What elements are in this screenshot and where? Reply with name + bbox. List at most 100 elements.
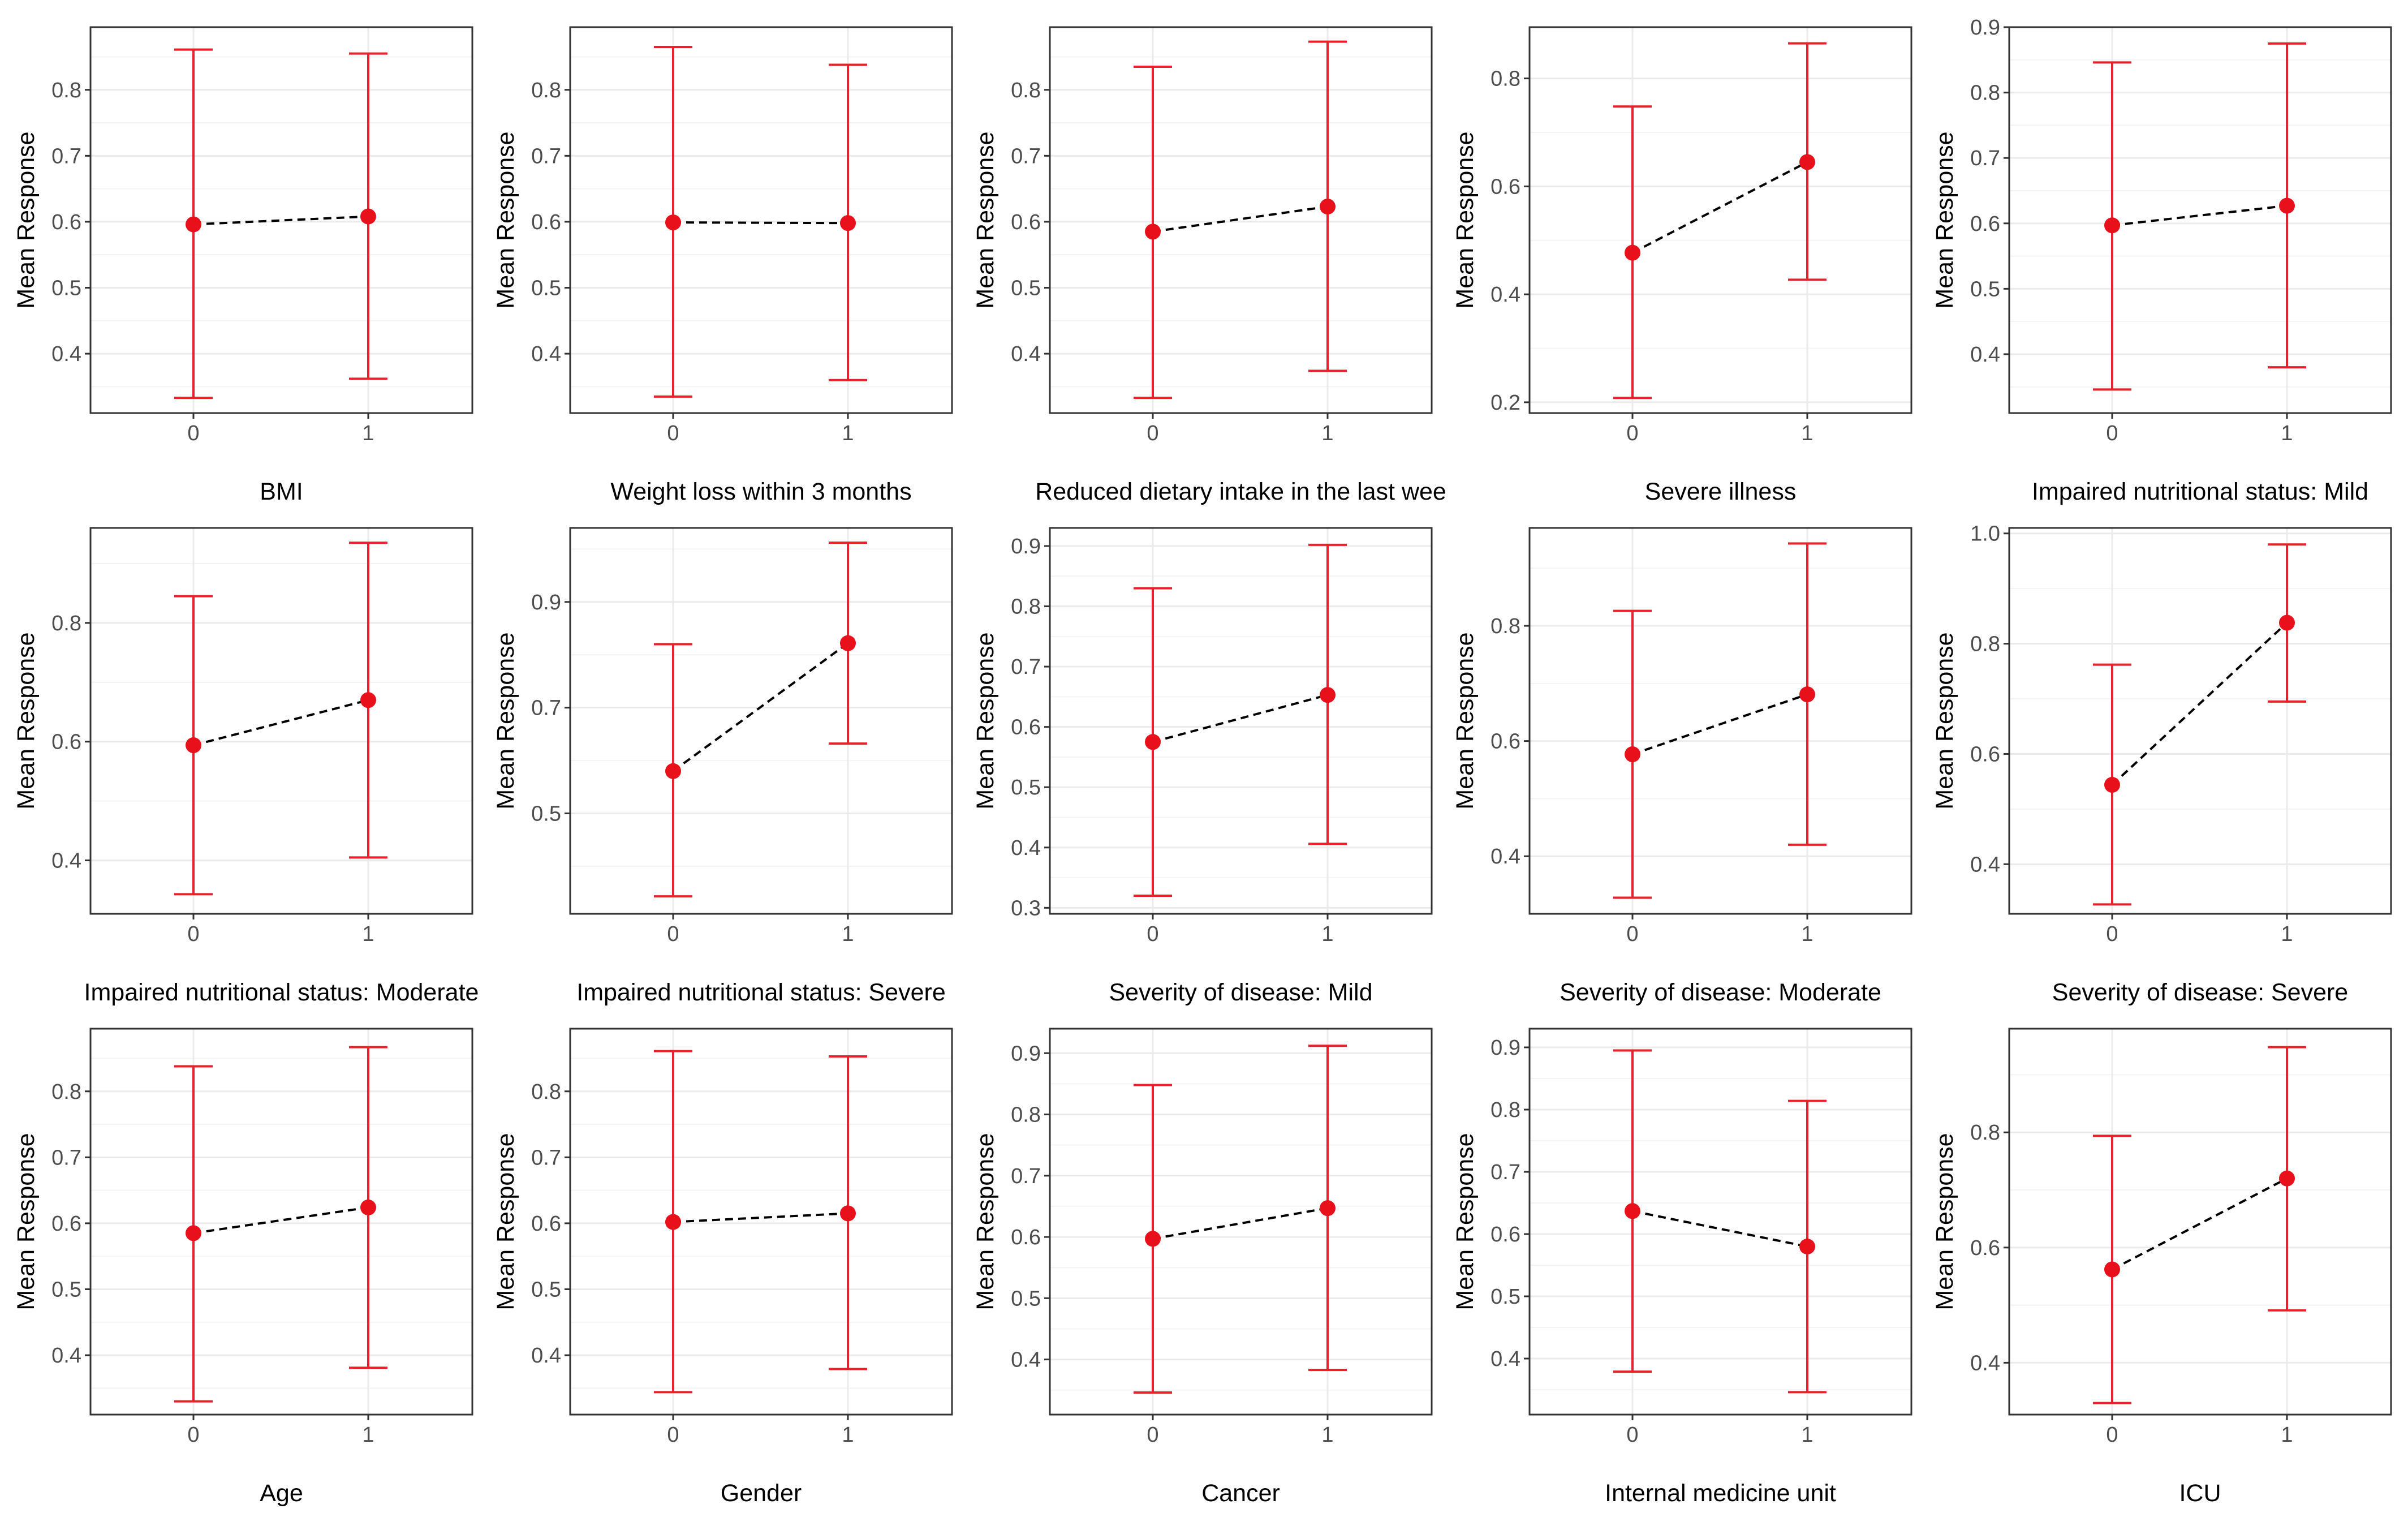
mean-point-1 (840, 215, 856, 231)
mean-point-1 (1320, 199, 1336, 215)
y-tick-label: 0.6 (1491, 175, 1520, 199)
x-axis-title: Impaired nutritional status: Moderate (84, 979, 479, 1006)
mean-point-0 (1145, 734, 1161, 750)
panel-7: 0.5 0.7 0.9 0 1 Mean Response Impaired nutriti… (492, 527, 953, 1006)
mean-point-1 (360, 208, 376, 225)
panel-background (1530, 528, 1911, 914)
x-axis-title: Severity of disease: Mild (1109, 979, 1372, 1006)
trend-line (1632, 693, 1808, 755)
y-tick-label: 0.6 (1491, 1223, 1520, 1247)
mean-point-0 (186, 737, 201, 754)
panel-background (2009, 1029, 2391, 1415)
y-tick-label: 0.4 (51, 342, 81, 366)
trend-line (193, 699, 369, 746)
x-tick-label: 0 (1147, 422, 1158, 445)
y-tick-label: 0.4 (531, 1344, 561, 1368)
x-tick-label: 1 (842, 1423, 854, 1447)
y-axis-title: Mean Response (1931, 632, 1958, 809)
y-tick-label: 0.6 (1970, 1236, 2000, 1260)
y-tick-label: 0.5 (1011, 776, 1041, 800)
panel-4: 0.2 0.4 0.6 0.8 0 1 Mean Response Severe illnes… (1451, 26, 1912, 505)
x-tick-label: 1 (842, 422, 854, 445)
y-tick-label: 0.4 (1491, 283, 1520, 307)
x-axis-title: Weight loss within 3 months (610, 478, 911, 505)
y-tick-label: 0.4 (51, 1344, 81, 1368)
x-axis-title: Impaired nutritional status: Mild (2032, 478, 2368, 505)
panel-13: 0.4 0.5 0.6 0.7 0.8 0.9 0 1 Mean Response Cancer (972, 1028, 1433, 1507)
y-tick-label: 0.7 (1011, 655, 1041, 679)
x-tick-label: 1 (2281, 1423, 2293, 1447)
mean-point-1 (1799, 686, 1815, 703)
mean-point-0 (1625, 1203, 1640, 1219)
x-axis-title: ICU (2179, 1480, 2221, 1507)
y-axis-title: Mean Response (1931, 131, 1958, 308)
x-tick-label: 0 (667, 422, 679, 445)
x-axis-title: Gender (721, 1480, 802, 1507)
y-tick-label: 0.9 (1011, 1042, 1041, 1065)
y-tick-label: 0.4 (1011, 836, 1041, 860)
y-tick-label: 0.8 (51, 79, 81, 102)
y-tick-label: 0.8 (1011, 595, 1041, 619)
x-axis-title: Severity of disease: Moderate (1560, 979, 1881, 1006)
y-tick-label: 0.5 (1491, 1285, 1520, 1309)
trend-line (193, 215, 369, 226)
trend-line (1152, 205, 1328, 233)
y-tick-label: 0.7 (51, 144, 81, 168)
x-tick-label: 0 (1147, 922, 1158, 946)
panel-2: 0.4 0.5 0.6 0.7 0.8 0 1 Mean Response Weight los… (492, 26, 953, 505)
y-tick-label: 0.7 (1011, 1164, 1041, 1188)
panel-1: 0.4 0.5 0.6 0.7 0.8 0 1 Mean Response BMI (12, 26, 473, 505)
panel-background (1050, 528, 1432, 914)
panel-background (91, 528, 472, 914)
y-tick-label: 0.5 (531, 276, 561, 300)
mean-point-1 (360, 1199, 376, 1215)
panel-background (570, 528, 952, 914)
panel-border (2008, 26, 2392, 414)
panel-10: 0.4 0.6 0.8 1.0 0 1 Mean Response Severity of d… (1931, 522, 2392, 1006)
panel-12: 0.4 0.5 0.6 0.7 0.8 0 1 Mean Response Gender (492, 1028, 953, 1507)
y-tick-label: 0.6 (1011, 210, 1041, 234)
panel-background (1050, 1029, 1432, 1415)
x-tick-label: 0 (1626, 922, 1638, 946)
y-tick-label: 0.8 (1011, 1103, 1041, 1127)
mean-point-0 (186, 216, 201, 233)
panel-border (89, 1028, 473, 1416)
mean-point-0 (1145, 1231, 1161, 1247)
x-tick-label: 1 (1801, 1423, 1813, 1447)
x-tick-label: 1 (842, 922, 854, 946)
y-tick-label: 0.8 (1970, 81, 2000, 105)
y-tick-label: 1.0 (1970, 522, 2000, 546)
y-axis-title: Mean Response (492, 632, 519, 809)
mean-point-1 (1799, 154, 1815, 170)
y-tick-label: 0.4 (1970, 853, 2000, 876)
y-tick-label: 0.4 (1970, 1351, 2000, 1375)
panel-5: 0.4 0.5 0.6 0.7 0.8 0.9 0 1 Mean Response Impaire… (1931, 16, 2392, 505)
y-tick-label: 0.7 (1011, 144, 1041, 168)
x-tick-label: 1 (2281, 922, 2293, 946)
panel-border (1049, 1028, 1433, 1416)
y-tick-label: 0.8 (531, 79, 561, 102)
y-tick-label: 0.8 (1491, 1098, 1520, 1122)
y-tick-label: 0.5 (1011, 1287, 1041, 1310)
x-tick-label: 0 (187, 1423, 199, 1447)
trend-line (2111, 622, 2288, 786)
x-tick-label: 0 (187, 922, 199, 946)
x-tick-label: 0 (1147, 1423, 1158, 1447)
y-tick-label: 0.5 (51, 276, 81, 300)
mean-point-0 (665, 214, 681, 231)
y-tick-label: 0.6 (51, 1212, 81, 1236)
y-tick-label: 0.7 (51, 1146, 81, 1170)
x-axis-title: BMI (260, 478, 303, 505)
x-tick-label: 1 (362, 1423, 374, 1447)
y-tick-label: 0.6 (1970, 212, 2000, 236)
trend-line (2112, 1177, 2288, 1271)
y-tick-label: 0.6 (51, 210, 81, 234)
panel-background (1530, 27, 1911, 413)
x-tick-label: 0 (2106, 922, 2118, 946)
panel-border (1049, 527, 1433, 915)
y-tick-label: 0.6 (531, 210, 561, 234)
y-axis-title: Mean Response (492, 1133, 519, 1310)
y-tick-label: 0.8 (51, 1080, 81, 1104)
y-tick-label: 0.6 (1011, 716, 1041, 740)
x-axis-title: Internal medicine unit (1605, 1480, 1836, 1507)
